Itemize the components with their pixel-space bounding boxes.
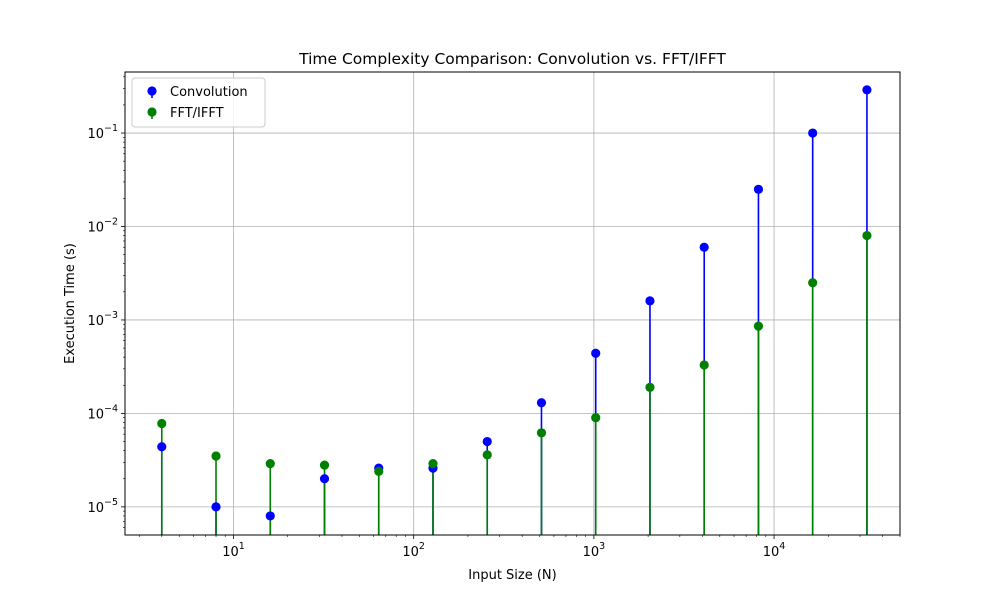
x-tick-label: 103 — [583, 541, 606, 560]
convolution-point — [699, 242, 709, 252]
fft-ifft-point — [157, 418, 167, 429]
legend-marker-0 — [147, 86, 157, 96]
fft-ifft-point — [536, 428, 547, 438]
x-axis-label: Input Size (N) — [468, 568, 556, 583]
convolution-point — [862, 85, 872, 95]
convolution-point — [482, 436, 492, 447]
convolution-point — [808, 128, 818, 138]
fft-ifft-point — [211, 451, 221, 461]
x-tick-label: 101 — [222, 541, 245, 560]
convolution-point — [211, 502, 221, 512]
legend-box — [131, 77, 266, 128]
fft-ifft-point — [319, 460, 330, 470]
fft-ifft-point — [265, 459, 275, 469]
convolution-point — [157, 442, 167, 452]
x-tick-label: 104 — [763, 541, 786, 560]
grid — [125, 72, 900, 535]
y-tick-label: 10−1 — [87, 123, 118, 142]
convolution-point — [265, 511, 275, 521]
fft-ifft-point — [645, 382, 655, 392]
legend-label-1: FFT/IFFT — [170, 106, 224, 121]
y-tick-label: 10−3 — [87, 310, 118, 329]
convolution-point — [591, 348, 601, 358]
data-markers — [157, 85, 872, 521]
chart-title: Time Complexity Comparison: Convolution … — [298, 50, 726, 68]
fft-ifft-point — [428, 459, 438, 469]
plot-area-frame — [124, 71, 901, 536]
y-axis-label: Execution Time (s) — [63, 243, 78, 364]
fft-ifft-point — [374, 466, 384, 476]
y-tick-label: 10−2 — [87, 217, 118, 236]
fft-ifft-point — [482, 450, 492, 460]
stems-fft-ifft — [160, 235, 868, 535]
convolution-point — [753, 184, 764, 194]
legend: Convolution FFT/IFFT — [131, 77, 266, 128]
ticks: 101 102 103 104 10−5 10−4 10−3 10−2 10−1 — [87, 76, 901, 560]
markers-fft-ifft — [157, 230, 872, 476]
y-tick-label: 10−4 — [87, 403, 118, 422]
fft-ifft-point — [699, 360, 709, 370]
fft-ifft-point — [591, 413, 601, 423]
stem-lines — [160, 89, 868, 535]
x-tick-label: 102 — [402, 541, 425, 560]
y-tick-label: 10−5 — [87, 497, 118, 516]
legend-marker-1 — [147, 107, 157, 117]
legend-label-0: Convolution — [170, 85, 248, 100]
convolution-point — [536, 398, 547, 408]
fft-ifft-point — [753, 321, 764, 331]
fft-ifft-point — [808, 278, 818, 288]
fft-ifft-point — [862, 230, 872, 241]
convolution-point — [645, 296, 655, 306]
convolution-point — [319, 474, 330, 484]
